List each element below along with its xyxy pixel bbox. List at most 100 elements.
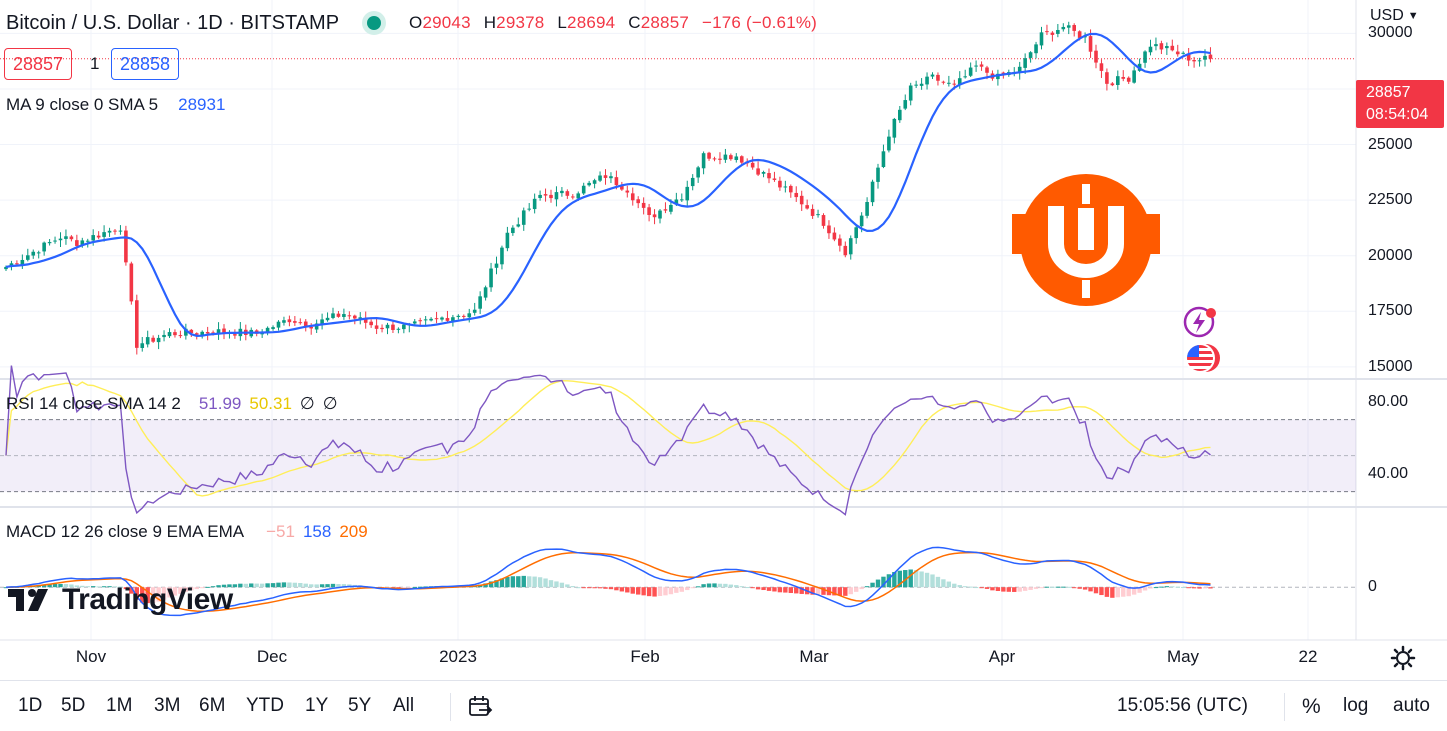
candle-body (832, 232, 837, 240)
range-button-5y[interactable]: 5Y (348, 695, 372, 716)
candle-body (1143, 51, 1147, 63)
candle-body (1017, 66, 1022, 73)
macd-histogram-bar (897, 570, 902, 588)
macd-histogram-bar (227, 584, 232, 588)
macd-histogram-bar (592, 587, 597, 589)
candle-body (527, 208, 531, 210)
candle-body (919, 83, 924, 86)
candle-body (1126, 77, 1131, 82)
macd-histogram-bar (112, 586, 118, 588)
candle-body (1121, 76, 1126, 79)
candle-body (107, 230, 112, 233)
currency-label: USD (1370, 7, 1404, 24)
macd-histogram-bar (870, 582, 875, 588)
candle-body (156, 337, 161, 343)
candle-body (36, 252, 41, 254)
candle-body (647, 207, 651, 216)
ma-legend[interactable]: MA 9 close 0 SMA 5 28931 (6, 95, 225, 115)
macd-histogram-bar (1006, 587, 1011, 592)
macd-histogram-bar (194, 587, 199, 590)
macd-histogram-bar (1072, 587, 1077, 589)
candle-body (47, 242, 52, 244)
range-button-5d[interactable]: 5D (61, 695, 86, 716)
macd-histogram-bar (614, 587, 619, 591)
candle-body (124, 230, 128, 263)
candle-body (827, 225, 831, 234)
range-button-all[interactable]: All (393, 695, 415, 716)
macd-histogram-bar (319, 584, 325, 588)
log-scale-toggle[interactable]: log (1343, 695, 1369, 716)
macd-histogram-bar (210, 586, 216, 588)
macd-histogram-bar (499, 578, 505, 588)
percent-scale-toggle[interactable]: % (1302, 695, 1321, 718)
candle-body (625, 190, 630, 193)
macd-histogram-bar (652, 587, 657, 597)
macd-histogram-bar (1159, 586, 1164, 588)
candle-body (1077, 31, 1082, 38)
candle-body (472, 309, 477, 313)
range-button-3m[interactable]: 3M (154, 695, 181, 716)
candle-body (620, 185, 624, 190)
macd-histogram-bar (565, 584, 570, 588)
candle-body (423, 319, 428, 321)
candle-body (64, 236, 68, 239)
currency-selector[interactable]: USD ▼ (1370, 7, 1419, 25)
candle-body (674, 199, 679, 205)
lightning-event-icon[interactable] (1183, 305, 1219, 339)
macd-hist-value: −51 (266, 522, 295, 541)
macd-histogram-bar (521, 575, 526, 588)
range-button-1y[interactable]: 1Y (305, 695, 329, 716)
range-button-ytd[interactable]: YTD (246, 695, 284, 716)
candle-body (865, 202, 869, 216)
auto-scale-toggle[interactable]: auto (1393, 695, 1430, 716)
date-range-icon[interactable] (467, 694, 493, 720)
candle-body (412, 321, 417, 324)
candle-body (560, 190, 564, 194)
macd-histogram-bar (636, 587, 641, 595)
candle-body (707, 152, 711, 159)
macd-histogram-bar (341, 584, 347, 588)
macd-legend[interactable]: MACD 12 26 close 9 EMA EMA −51 158 209 (6, 522, 368, 542)
macd-histogram-bar (848, 587, 853, 595)
settings-gear-icon[interactable] (1390, 645, 1416, 671)
range-button-1d[interactable]: 1D (18, 695, 43, 716)
candle-body (881, 151, 886, 168)
bottom-toolbar: 1D 5D 1M 3M 6M YTD 1Y 5Y All 15:05:56 (UTC) % lo… (0, 680, 1447, 731)
candle-body (293, 321, 297, 323)
spread-value: 1 (90, 54, 100, 73)
range-button-6m[interactable]: 6M (199, 695, 226, 716)
sell-button[interactable]: 28857 (4, 48, 73, 80)
candle-body (369, 321, 373, 326)
candle-body (1208, 54, 1213, 59)
candle-body (1203, 55, 1207, 60)
candle-body (96, 235, 101, 238)
price-axis-label: 22500 (1368, 191, 1413, 209)
macd-histogram-bar (957, 585, 962, 588)
utc-clock[interactable]: 15:05:56 (UTC) (1117, 695, 1248, 716)
candle-body (222, 328, 226, 333)
rsi-legend[interactable]: RSI 14 close SMA 14 2 51.99 50.31 ∅ ∅ (6, 394, 338, 414)
tradingview-logo-icon (8, 589, 48, 611)
candle-body (680, 199, 684, 201)
candle-body (1066, 25, 1071, 28)
macd-histogram-bar (548, 580, 554, 588)
macd-histogram-bar (875, 579, 881, 588)
macd-histogram-bar (69, 584, 74, 588)
candle-body (848, 238, 853, 255)
chart-canvas[interactable] (0, 0, 1447, 680)
tradingview-watermark[interactable]: TradingView (8, 583, 233, 617)
candle-body (968, 67, 973, 76)
candle-body (974, 65, 978, 67)
candle-body (276, 321, 281, 328)
candle-body (42, 242, 46, 252)
macd-histogram-bar (1191, 587, 1197, 589)
candle-body (810, 208, 815, 216)
macd-histogram-bar (973, 587, 979, 589)
macd-histogram-bar (908, 569, 913, 588)
symbol-title[interactable]: Bitcoin / U.S. Dollar · 1D · BITSTAMP (6, 11, 340, 34)
us-flag-icon[interactable] (1184, 342, 1222, 374)
buy-button[interactable]: 28858 (111, 48, 180, 80)
macd-histogram-bar (134, 587, 139, 600)
range-button-1m[interactable]: 1M (106, 695, 133, 716)
